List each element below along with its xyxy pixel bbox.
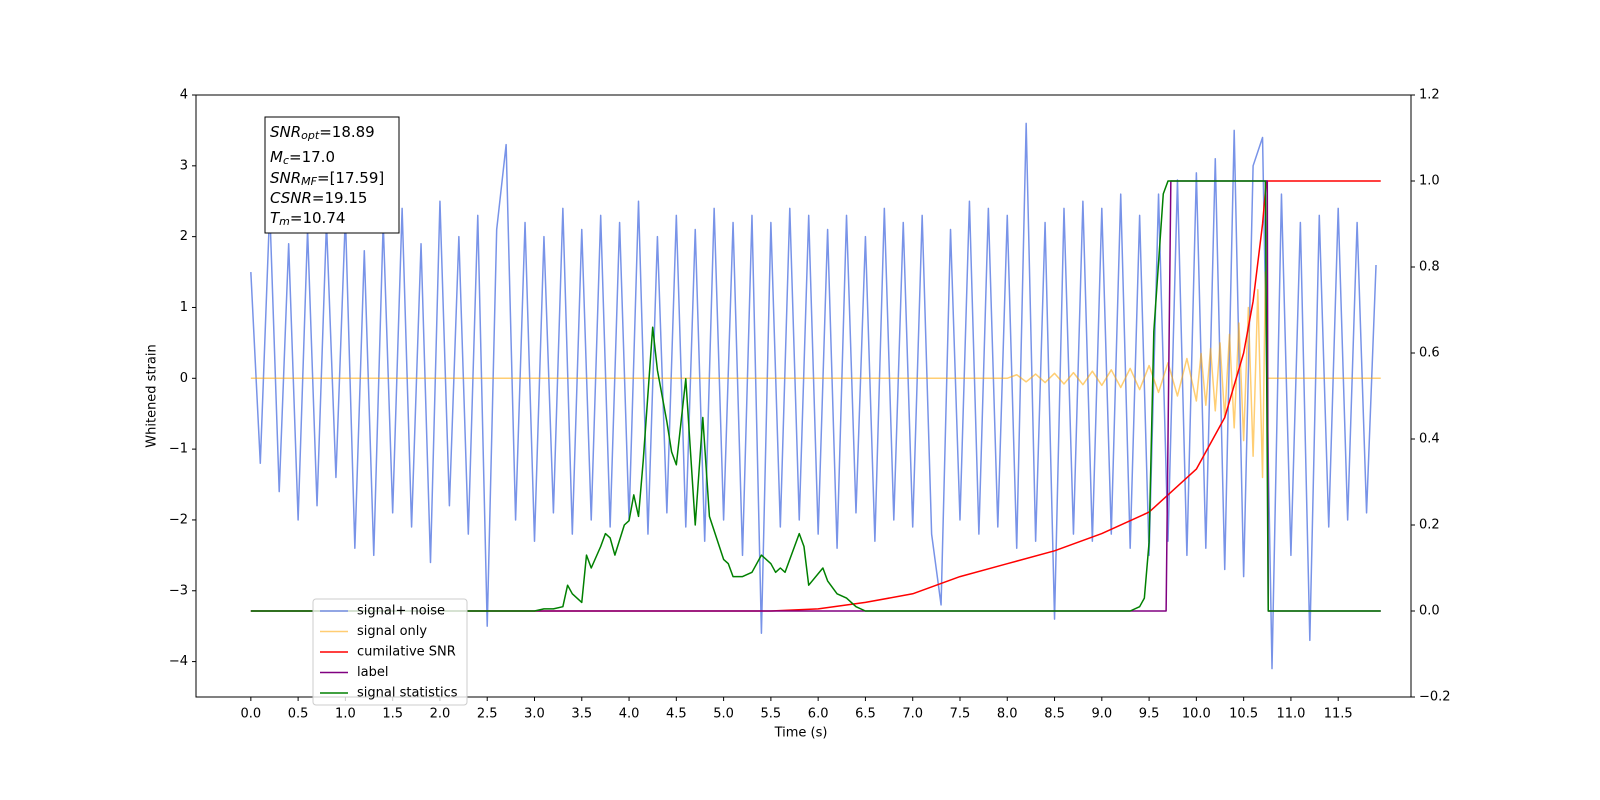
legend-label: signal statistics [357,686,458,701]
x-tick-label: 6.5 [855,707,876,722]
y2-tick-label: −0.2 [1419,690,1451,705]
legend-label: label [357,665,388,680]
annotation-part: =19.15 [312,189,368,207]
series-line [250,271,1381,479]
annotation-part: c [283,154,289,167]
x-tick-label: 1.5 [382,707,403,722]
x-tick-label: 8.5 [1044,707,1065,722]
x-axis-label: Time (s) [774,726,828,741]
y-tick-label: −4 [169,654,188,669]
annotation-part: =17.0 [289,148,335,166]
annotation-part: SNR [270,169,301,187]
annotation-part: =18.89 [319,123,375,141]
x-tick-label: 2.0 [430,707,451,722]
x-tick-label: 4.0 [619,707,640,722]
y2-tick-label: 1.0 [1419,174,1440,189]
x-tick-label: 11.0 [1276,707,1305,722]
x-tick-label: 10.5 [1229,707,1258,722]
annotation-part: =[17.59] [317,169,384,187]
x-tick-label: 3.5 [571,707,592,722]
x-tick-label: 7.5 [950,707,971,722]
annotation: CSNR=19.15 [270,189,367,207]
annotation-part: =10.74 [290,209,346,227]
series-line [250,180,1381,612]
x-tick-label: 2.5 [477,707,498,722]
y-tick-label: 0 [180,371,188,386]
y-tick-label: 4 [180,88,188,103]
annotation-part: m [279,215,290,228]
annotation-part: M [270,148,283,166]
legend-frame [312,598,468,706]
y2-tick-label: 0.4 [1419,432,1440,447]
y-axis-label: Whitened strain [145,344,160,447]
y-tick-label: 2 [180,229,188,244]
annotation-part: SNR [270,123,301,141]
x-tick-label: 5.0 [713,707,734,722]
x-tick-label: 5.5 [761,707,782,722]
legend: signal+ noise signal only cumilative SNR la… [312,598,468,706]
y2-tick-label: 0.8 [1419,260,1440,275]
x-tick-label: 0.0 [240,707,261,722]
annotation-part: MF [301,175,317,188]
x-tick-label: 3.0 [524,707,545,722]
x-tick-label: 8.0 [997,707,1018,722]
series-line [250,122,1377,670]
annotation-part: opt [301,129,320,142]
legend-label: signal only [357,624,427,639]
annotation: SNRMF=[17.59] [270,169,384,189]
y-tick-label: −1 [169,442,188,457]
x-tick-label: 4.5 [666,707,687,722]
series-line [250,180,1381,612]
legend-label: cumilative SNR [357,645,456,660]
annotation: Mc=17.0 [270,148,335,168]
legend-label: signal+ noise [357,604,445,619]
annotation: SNRopt=18.89 [270,123,375,143]
plot-frame [195,94,1412,698]
x-tick-label: 11.5 [1324,707,1353,722]
y2-tick-label: 0.6 [1419,346,1440,361]
annotation-frame [264,116,400,234]
y2-tick-label: 0.0 [1419,604,1440,619]
y-tick-label: −2 [169,512,188,527]
annotation-part: T [270,209,281,227]
annotation-box: SNRopt=18.89Mc=17.0SNRMF=[17.59]CSNR=19.… [264,116,400,234]
y2-tick-label: 0.2 [1419,518,1440,533]
y2-tick-label: 1.2 [1419,88,1440,103]
x-tick-label: 1.0 [335,707,356,722]
y-tick-label: −3 [169,583,188,598]
x-tick-label: 9.5 [1139,707,1160,722]
annotation-part: CSNR [270,189,312,207]
x-tick-label: 9.0 [1091,707,1112,722]
x-tick-label: 7.0 [902,707,923,722]
x-tick-label: 0.5 [288,707,309,722]
annotation: Tm=10.74 [270,209,345,229]
y-tick-label: 3 [180,158,188,173]
y-tick-label: 1 [180,300,188,315]
x-tick-label: 10.0 [1182,707,1211,722]
x-tick-label: 6.0 [808,707,829,722]
